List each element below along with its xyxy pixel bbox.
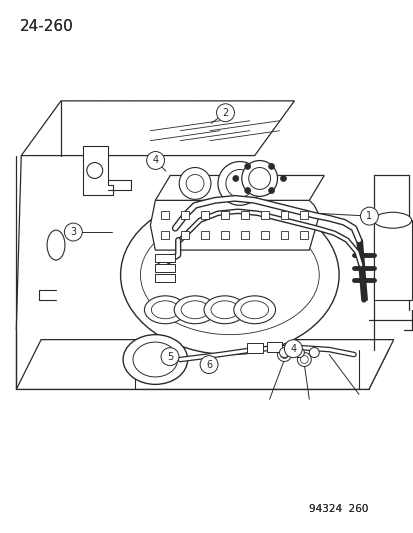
Bar xyxy=(201,211,209,219)
Bar xyxy=(300,231,308,239)
Circle shape xyxy=(297,352,311,367)
Bar xyxy=(161,231,169,239)
Bar xyxy=(201,231,209,239)
Text: 4: 4 xyxy=(152,156,158,165)
Text: 94324  260: 94324 260 xyxy=(309,504,368,514)
Bar xyxy=(161,211,169,219)
Circle shape xyxy=(232,175,238,181)
Circle shape xyxy=(186,174,204,192)
Ellipse shape xyxy=(140,215,318,335)
Bar xyxy=(266,342,282,352)
Circle shape xyxy=(280,351,288,359)
Ellipse shape xyxy=(181,301,209,319)
Circle shape xyxy=(294,348,304,358)
Circle shape xyxy=(248,167,270,189)
Polygon shape xyxy=(21,101,294,156)
Circle shape xyxy=(64,223,82,241)
Bar xyxy=(155,264,175,272)
Text: 24-260: 24-260 xyxy=(20,19,74,34)
Circle shape xyxy=(284,340,301,358)
Circle shape xyxy=(216,104,234,122)
Bar xyxy=(260,211,268,219)
Circle shape xyxy=(161,348,178,366)
Circle shape xyxy=(225,169,253,197)
Circle shape xyxy=(146,151,164,169)
Circle shape xyxy=(217,161,261,205)
Ellipse shape xyxy=(123,335,187,384)
Ellipse shape xyxy=(174,296,216,324)
Ellipse shape xyxy=(133,342,177,377)
Text: 6: 6 xyxy=(206,360,211,369)
Ellipse shape xyxy=(204,296,245,324)
Bar xyxy=(280,211,288,219)
Circle shape xyxy=(309,348,318,358)
Bar xyxy=(260,231,268,239)
Circle shape xyxy=(241,160,277,196)
Circle shape xyxy=(244,188,250,193)
Polygon shape xyxy=(150,200,318,250)
Circle shape xyxy=(268,164,274,169)
Text: 94324  260: 94324 260 xyxy=(309,504,368,514)
Bar xyxy=(155,254,175,262)
Ellipse shape xyxy=(47,230,65,260)
Circle shape xyxy=(300,356,308,364)
Ellipse shape xyxy=(211,301,238,319)
Circle shape xyxy=(268,188,274,193)
Polygon shape xyxy=(373,220,411,300)
Polygon shape xyxy=(16,340,393,389)
Ellipse shape xyxy=(151,301,179,319)
Bar xyxy=(155,274,175,282)
Text: 2: 2 xyxy=(222,108,228,118)
Ellipse shape xyxy=(233,296,275,324)
Circle shape xyxy=(279,348,289,358)
Text: 24-260: 24-260 xyxy=(20,19,74,34)
Text: 1: 1 xyxy=(366,211,372,221)
Bar xyxy=(300,211,308,219)
Ellipse shape xyxy=(120,196,338,354)
Bar xyxy=(221,211,228,219)
Circle shape xyxy=(199,356,218,374)
Text: 3: 3 xyxy=(70,227,76,237)
Bar xyxy=(246,343,262,352)
Text: 5: 5 xyxy=(166,352,173,361)
Bar xyxy=(240,211,248,219)
Circle shape xyxy=(280,175,286,181)
Bar xyxy=(181,211,189,219)
Circle shape xyxy=(244,164,250,169)
Ellipse shape xyxy=(144,296,186,324)
Circle shape xyxy=(277,348,291,361)
Ellipse shape xyxy=(240,301,268,319)
Polygon shape xyxy=(155,175,323,200)
Text: 4: 4 xyxy=(290,344,296,354)
Bar xyxy=(221,231,228,239)
Bar xyxy=(181,231,189,239)
Bar xyxy=(240,231,248,239)
Circle shape xyxy=(360,207,377,225)
Ellipse shape xyxy=(373,212,411,228)
Circle shape xyxy=(87,163,102,179)
Polygon shape xyxy=(83,146,112,196)
Bar xyxy=(280,231,288,239)
Circle shape xyxy=(179,167,211,199)
